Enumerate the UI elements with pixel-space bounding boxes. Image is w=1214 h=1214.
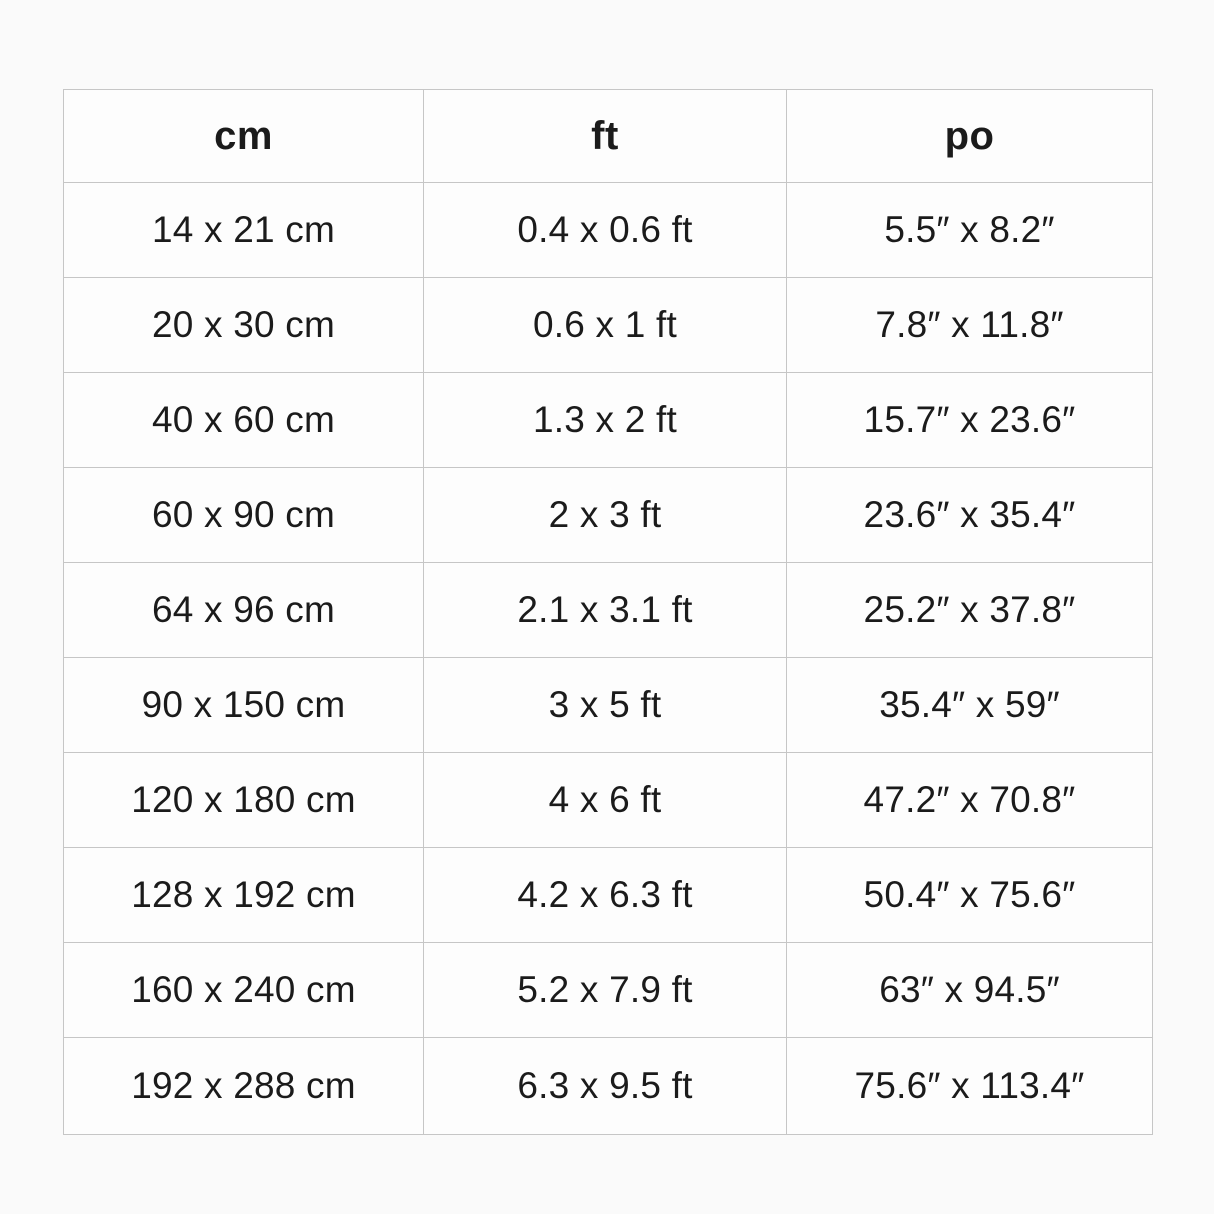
cell-po: 35.4″ x 59″	[786, 657, 1153, 753]
cell-cm: 40 x 60 cm	[63, 372, 424, 468]
cell-cm: 160 x 240 cm	[63, 942, 424, 1038]
table-row: 20 x 30 cm 0.6 x 1 ft 7.8″ x 11.8″	[63, 277, 1153, 373]
cell-ft: 1.3 x 2 ft	[423, 372, 787, 468]
table-row: 40 x 60 cm 1.3 x 2 ft 15.7″ x 23.6″	[63, 372, 1153, 468]
cell-po: 75.6″ x 113.4″	[786, 1037, 1153, 1135]
column-header-ft: ft	[423, 89, 787, 183]
cell-po: 5.5″ x 8.2″	[786, 182, 1153, 278]
size-conversion-table: cm ft po 14 x 21 cm 0.4 x 0.6 ft 5.5″ x …	[63, 89, 1153, 1135]
cell-cm: 90 x 150 cm	[63, 657, 424, 753]
cell-cm: 192 x 288 cm	[63, 1037, 424, 1135]
cell-ft: 6.3 x 9.5 ft	[423, 1037, 787, 1135]
cell-ft: 5.2 x 7.9 ft	[423, 942, 787, 1038]
cell-po: 50.4″ x 75.6″	[786, 847, 1153, 943]
cell-cm: 64 x 96 cm	[63, 562, 424, 658]
cell-cm: 128 x 192 cm	[63, 847, 424, 943]
column-header-po: po	[786, 89, 1153, 183]
table-row: 128 x 192 cm 4.2 x 6.3 ft 50.4″ x 75.6″	[63, 847, 1153, 943]
cell-cm: 120 x 180 cm	[63, 752, 424, 848]
cell-po: 23.6″ x 35.4″	[786, 467, 1153, 563]
cell-ft: 4 x 6 ft	[423, 752, 787, 848]
table-header-row: cm ft po	[63, 89, 1153, 183]
cell-cm: 14 x 21 cm	[63, 182, 424, 278]
cell-po: 7.8″ x 11.8″	[786, 277, 1153, 373]
cell-cm: 20 x 30 cm	[63, 277, 424, 373]
size-conversion-table-container: cm ft po 14 x 21 cm 0.4 x 0.6 ft 5.5″ x …	[63, 89, 1153, 1135]
table-row: 90 x 150 cm 3 x 5 ft 35.4″ x 59″	[63, 657, 1153, 753]
cell-ft: 0.4 x 0.6 ft	[423, 182, 787, 278]
cell-ft: 0.6 x 1 ft	[423, 277, 787, 373]
cell-ft: 4.2 x 6.3 ft	[423, 847, 787, 943]
table-row: 192 x 288 cm 6.3 x 9.5 ft 75.6″ x 113.4″	[63, 1037, 1153, 1135]
table-row: 60 x 90 cm 2 x 3 ft 23.6″ x 35.4″	[63, 467, 1153, 563]
cell-ft: 2.1 x 3.1 ft	[423, 562, 787, 658]
table-row: 160 x 240 cm 5.2 x 7.9 ft 63″ x 94.5″	[63, 942, 1153, 1038]
table-row: 64 x 96 cm 2.1 x 3.1 ft 25.2″ x 37.8″	[63, 562, 1153, 658]
cell-cm: 60 x 90 cm	[63, 467, 424, 563]
table-row: 14 x 21 cm 0.4 x 0.6 ft 5.5″ x 8.2″	[63, 182, 1153, 278]
cell-po: 63″ x 94.5″	[786, 942, 1153, 1038]
table-row: 120 x 180 cm 4 x 6 ft 47.2″ x 70.8″	[63, 752, 1153, 848]
cell-ft: 2 x 3 ft	[423, 467, 787, 563]
cell-ft: 3 x 5 ft	[423, 657, 787, 753]
cell-po: 47.2″ x 70.8″	[786, 752, 1153, 848]
cell-po: 15.7″ x 23.6″	[786, 372, 1153, 468]
table-body: 14 x 21 cm 0.4 x 0.6 ft 5.5″ x 8.2″ 20 x…	[63, 182, 1153, 1135]
cell-po: 25.2″ x 37.8″	[786, 562, 1153, 658]
column-header-cm: cm	[63, 89, 424, 183]
table-header: cm ft po	[63, 89, 1153, 183]
